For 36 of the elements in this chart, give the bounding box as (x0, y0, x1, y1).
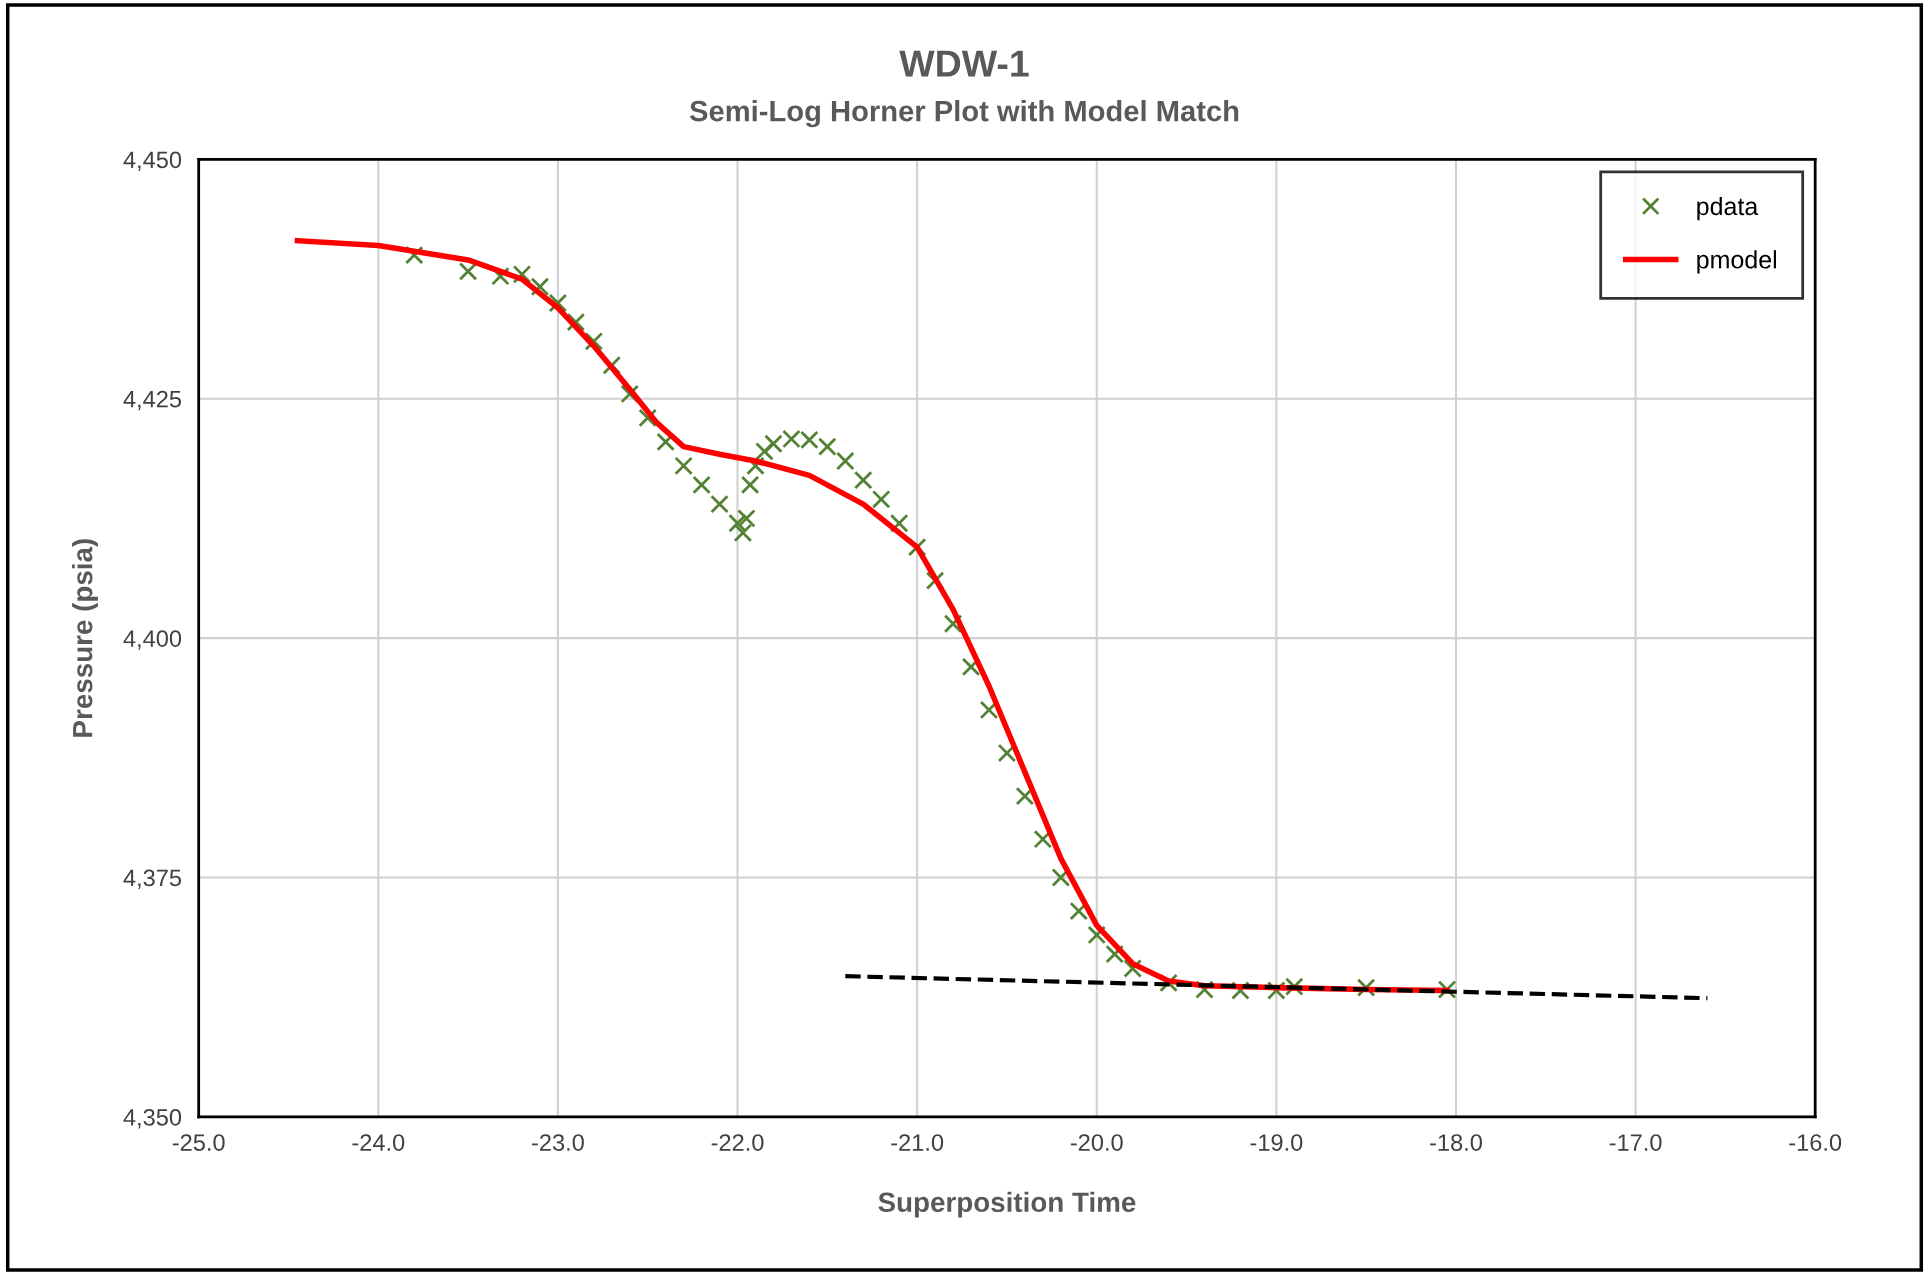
y-tick-label: 4,350 (123, 1108, 182, 1129)
x-tick-label: -18.0 (1430, 1134, 1482, 1151)
y-tick-label: 4,375 (123, 869, 182, 890)
chart-subtitle: Semi-Log Horner Plot with Model Match (689, 99, 1239, 128)
point (674, 456, 693, 476)
point (710, 494, 729, 514)
point (692, 475, 711, 495)
point (835, 451, 855, 471)
chart-title: WDW-1 (899, 50, 1029, 77)
y-axis-title: Pressure (psia) (72, 539, 98, 737)
point (733, 523, 753, 543)
x-tick-label: -21.0 (891, 1134, 944, 1151)
legend-label: pmodel (1697, 250, 1777, 274)
x-tick-label: -19.0 (1250, 1134, 1303, 1151)
point (737, 509, 756, 528)
point (853, 470, 873, 490)
point (530, 277, 550, 297)
point (889, 513, 909, 533)
point (755, 442, 774, 461)
point (871, 489, 891, 509)
x-tick-label: -25.0 (172, 1134, 225, 1151)
legend-label: pdata (1697, 196, 1759, 221)
x-axis-title: Superposition Time (878, 1191, 1136, 1218)
y-tick-label: 4,450 (123, 151, 182, 171)
point (728, 513, 747, 533)
x-tick-label: -20.0 (1070, 1134, 1123, 1151)
x-tick-label: -17.0 (1609, 1134, 1662, 1151)
x-tick-label: -16.0 (1789, 1134, 1842, 1151)
point (740, 475, 760, 495)
y-tick-label: 4,400 (123, 630, 182, 650)
x-tick-label: -24.0 (352, 1134, 405, 1151)
x-tick-label: -22.0 (711, 1134, 764, 1151)
point (818, 437, 837, 456)
y-tick-label: 4,425 (123, 390, 182, 411)
x-tick-label: -23.0 (532, 1134, 584, 1151)
point (764, 434, 783, 454)
